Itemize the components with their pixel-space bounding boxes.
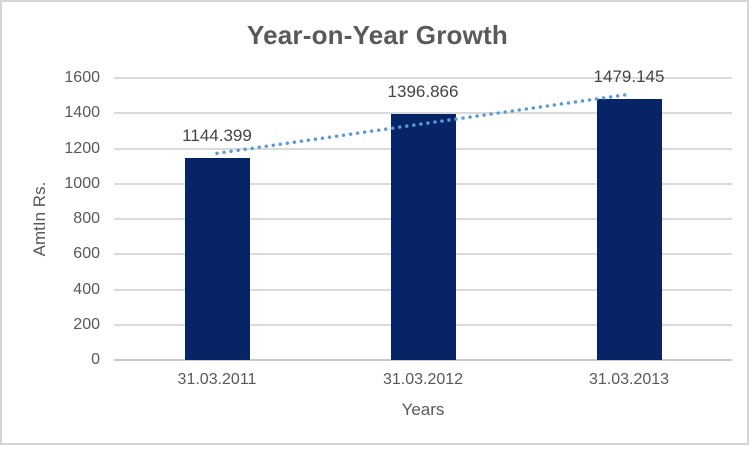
data-label: 1479.145: [593, 67, 665, 87]
chart-title: Year-on-Year Growth: [247, 20, 508, 50]
x-tick-label: 31.03.2012: [382, 371, 464, 388]
data-label: 1396.866: [387, 81, 459, 101]
y-tick-label: 0: [91, 351, 100, 368]
y-tick-label: 200: [73, 315, 100, 333]
y-tick-label: 1600: [64, 69, 100, 86]
bar: [390, 113, 456, 360]
x-axis-line: [114, 359, 732, 361]
data-label: 1144.399: [182, 126, 252, 146]
y-tick-label: 1200: [64, 139, 100, 157]
gridline: [114, 77, 732, 79]
y-tick-label: 1000: [64, 174, 100, 192]
bar: [596, 99, 662, 360]
bar: [184, 158, 250, 360]
y-tick-label: 600: [73, 245, 100, 263]
x-axis-title: Years: [401, 400, 445, 419]
y-tick-label: 1400: [64, 104, 100, 122]
x-tick-label: 31.03.2011: [177, 371, 257, 388]
y-tick-label: 800: [73, 210, 100, 227]
x-tick-label: 31.03.2013: [588, 371, 670, 388]
y-tick-label: 400: [73, 280, 100, 298]
